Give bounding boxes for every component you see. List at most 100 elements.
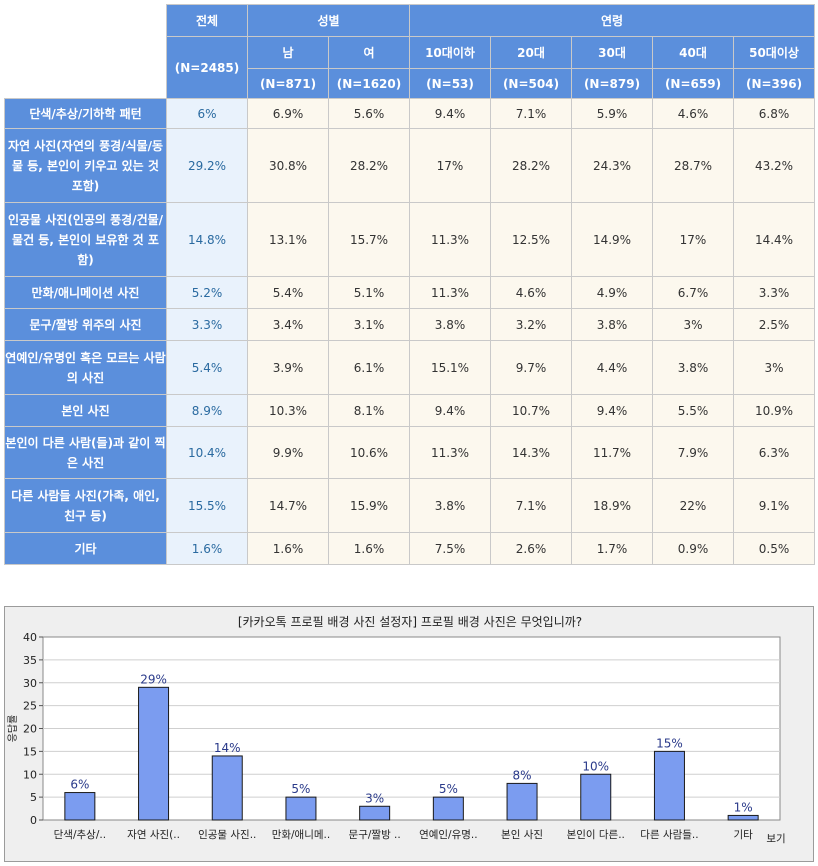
row-label: 문구/짤방 위주의 사진 (4, 308, 167, 341)
bar (359, 805, 391, 821)
value-cell: 3.8% (409, 478, 491, 533)
header-male: 남 (247, 36, 329, 69)
value-cell: 13.1% (247, 202, 329, 277)
value-cell: 3.1% (328, 308, 410, 341)
value-cell: 9.4% (409, 394, 491, 427)
value-cell: 1.7% (571, 532, 653, 565)
total-value-cell: 1.6% (166, 532, 248, 565)
bar-data-label: 15% (656, 736, 683, 750)
x-tick-label: 인공물 사진.. (198, 829, 256, 841)
value-cell: 22% (652, 478, 734, 533)
x-tick-label: 기타 (733, 829, 753, 841)
value-cell: 9.7% (490, 340, 572, 395)
y-tick-label: 30 (23, 677, 37, 690)
bar-data-label: 3% (365, 791, 384, 805)
x-tick-label: 본인 사진 (501, 829, 543, 841)
total-value-cell: 15.5% (166, 478, 248, 533)
table-corner (4, 4, 167, 99)
value-cell: 6.1% (328, 340, 410, 395)
header-female-n: (N=1620) (328, 68, 410, 99)
x-tick-label: 만화/애니메.. (272, 829, 331, 841)
bar (727, 814, 759, 821)
row-label: 본인이 다른 사람(들)과 같이 찍은 사진 (4, 426, 167, 479)
value-cell: 6.8% (732, 98, 816, 129)
y-tick-label: 40 (23, 631, 37, 644)
value-cell: 3.4% (247, 308, 329, 341)
header-age-20s-n: (N=504) (490, 68, 572, 99)
header-age: 연령 (408, 4, 816, 37)
value-cell: 10.7% (490, 394, 572, 427)
row-label: 기타 (4, 532, 167, 565)
bar (64, 792, 96, 821)
total-value-cell: 29.2% (166, 128, 248, 203)
value-cell: 5.1% (328, 276, 410, 309)
table-row: 문구/짤방 위주의 사진 3.3% 3.4% 3.1% 3.8% 3.2% 3.8% 3% 2.… (4, 308, 816, 341)
value-cell: 6.7% (652, 276, 734, 309)
x-tick-label: 다른 사람들.. (640, 828, 698, 841)
value-cell: 17% (409, 128, 491, 203)
value-cell: 18.9% (571, 478, 653, 533)
x-tick-label: 자연 사진(.. (127, 829, 180, 841)
results-table: 전체 성별 연령 (N=2485) 남 여 10대이하 20대 30대 40대 … (4, 4, 816, 565)
value-cell: 9.1% (732, 478, 816, 533)
value-cell: 6.3% (732, 426, 816, 479)
row-label: 자연 사진(자연의 풍경/식물/동물 등, 본인이 키우고 있는 것 포함) (4, 128, 167, 203)
value-cell: 1.6% (247, 532, 329, 565)
total-value-cell: 10.4% (166, 426, 248, 479)
value-cell: 0.9% (652, 532, 734, 565)
bar (138, 686, 170, 821)
total-value-cell: 5.4% (166, 340, 248, 395)
bar-data-label: 14% (214, 741, 241, 755)
bar (506, 782, 538, 821)
value-cell: 9.4% (571, 394, 653, 427)
value-cell: 3.9% (247, 340, 329, 395)
value-cell: 14.4% (732, 202, 816, 277)
table-row: 기타 1.6% 1.6% 1.6% 7.5% 2.6% 1.7% 0.9% 0.5% (4, 532, 816, 565)
value-cell: 28.7% (652, 128, 734, 203)
value-cell: 14.7% (247, 478, 329, 533)
x-tick-label: 본인이 다른.. (567, 829, 625, 841)
total-value-cell: 3.3% (166, 308, 248, 341)
value-cell: 5.6% (328, 98, 410, 129)
value-cell: 3.2% (490, 308, 572, 341)
value-cell: 10.9% (732, 394, 816, 427)
value-cell: 10.6% (328, 426, 410, 479)
value-cell: 5.4% (247, 276, 329, 309)
header-age-30s: 30대 (571, 36, 653, 69)
value-cell: 15.1% (409, 340, 491, 395)
y-tick-label: 0 (30, 814, 37, 827)
header-age-50s: 50대이상 (732, 36, 816, 69)
table-row: 연예인/유명인 혹은 모르는 사람의 사진 5.4% 3.9% 6.1% 15.1% 9.… (4, 340, 816, 395)
y-tick-label: 25 (23, 700, 37, 713)
value-cell: 4.6% (490, 276, 572, 309)
value-cell: 3.8% (652, 340, 734, 395)
x-tick-label: 단색/추상/.. (54, 829, 106, 841)
table-row: 단색/추상/기하학 패턴 6% 6.9% 5.6% 9.4% 7.1% 5.9% 4.6% 6.… (4, 98, 816, 129)
value-cell: 3.8% (571, 308, 653, 341)
row-label: 연예인/유명인 혹은 모르는 사람의 사진 (4, 340, 167, 395)
value-cell: 7.1% (490, 98, 572, 129)
value-cell: 11.7% (571, 426, 653, 479)
bar-data-label: 5% (439, 782, 458, 796)
table-row: 본인 사진 8.9% 10.3% 8.1% 9.4% 10.7% 9.4% 5.5% 10.9% (4, 394, 816, 427)
row-label: 만화/애니메이션 사진 (4, 276, 167, 309)
value-cell: 5.5% (652, 394, 734, 427)
x-axis-label: 보기 (766, 833, 785, 845)
total-value-cell: 14.8% (166, 202, 248, 277)
total-value-cell: 6% (166, 98, 248, 129)
bar-data-label: 6% (70, 778, 89, 792)
y-tick-label: 35 (23, 654, 37, 667)
bar-data-label: 1% (734, 800, 753, 814)
value-cell: 2.5% (732, 308, 816, 341)
table-row: 만화/애니메이션 사진 5.2% 5.4% 5.1% 11.3% 4.6% 4.9% 6.7%… (4, 276, 816, 309)
value-cell: 12.5% (490, 202, 572, 277)
header-age-20s: 20대 (490, 36, 572, 69)
value-cell: 15.9% (328, 478, 410, 533)
bar-data-label: 29% (140, 672, 167, 686)
value-cell: 0.5% (732, 532, 816, 565)
y-tick-label: 10 (23, 768, 37, 781)
bar-data-label: 10% (582, 759, 609, 773)
header-age-40s-n: (N=659) (652, 68, 734, 99)
bar (211, 755, 243, 821)
chart-canvas: [카카오톡 프로필 배경 사진 설정자] 프로필 배경 사진은 무엇입니까? 0 5… (7, 615, 786, 845)
